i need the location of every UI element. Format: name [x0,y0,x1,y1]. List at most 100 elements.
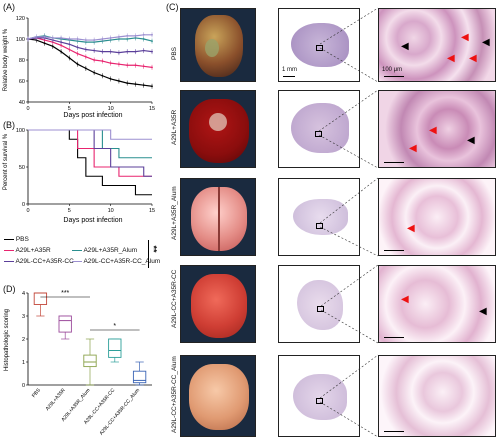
row-label-cc-alum: A29L-CC+A35R-CC_Alum [171,356,178,433]
histology-high-a29l-a35r: ◀ ◀ ◀ [378,90,496,168]
histology-high-pbs: ◀ ◀ ◀ ◀ ◀ 100 μm [378,8,496,82]
data-point [101,38,104,40]
data-point [76,46,79,49]
row-label-a29l-a35r: A29L+A35R [171,109,178,145]
y-tick-label: 50 [19,165,25,171]
data-point [109,50,112,53]
data-point [151,50,153,53]
data-point [93,71,96,74]
histology-low-a29l-a35r [278,90,360,168]
data-point [118,36,120,38]
data-point [27,38,29,40]
data-point [109,78,112,80]
y-tick-label: 0 [22,202,25,208]
data-point [60,37,62,39]
data-point [43,36,46,38]
data-point [118,80,120,82]
data-point [118,63,120,66]
panel-d-ylabel: Histopathologic scoring [4,309,10,371]
histology-low-cc [278,265,360,343]
data-point [126,64,129,67]
data-point [76,38,79,40]
scale-bar-1mm [283,76,295,77]
data-point [126,82,129,84]
series-line [27,38,153,87]
data-point [60,50,62,53]
scale-label-1mm: 1 mm [282,67,297,73]
y-tick-label: 0 [22,383,25,389]
gross-lung-cc-alum [180,355,256,437]
y-tick-label: 120 [16,16,25,22]
y-tick-label: 40 [19,100,25,106]
x-tick-label: 10 [108,106,114,112]
data-point [109,62,112,65]
histology-high-cc: ◀ ◀ [378,265,496,343]
box [83,354,97,368]
data-point [84,55,87,58]
survival-line [28,129,152,177]
y-tick-label: 80 [19,58,25,64]
data-point [68,38,71,40]
series-line [27,37,153,68]
data-point [84,67,87,70]
data-point [151,33,153,36]
survival-line [28,129,152,196]
data-point [51,45,54,48]
panel-b-label: (B) [3,120,15,130]
sig-label: * [113,323,116,330]
box [33,292,48,305]
panel-b-ylabel: Percent of survival % [3,133,9,190]
x-tick-label: 15 [149,208,155,214]
histology-low-pbs: 1 mm [278,8,360,82]
panel-c-label: (C) [166,2,179,12]
x-tick-label: 10 [108,208,114,214]
data-point [93,39,96,41]
x-tick-label: 0 [26,106,29,112]
y-tick-label: 3 [22,314,25,320]
x-tick-label: 15 [149,106,155,112]
panel-a-ylabel: Relative body weight % [3,28,9,91]
data-point [101,60,104,62]
data-point [126,38,129,40]
panel-b-xlabel: Days post infection [63,217,122,224]
zoom-box [316,45,323,51]
panel-a-xlabel: Days post infection [63,112,122,119]
data-point [142,49,145,52]
y-tick-label: 4 [22,291,25,297]
legend-item: A29L+A35R_Alum [72,247,137,254]
histology-low-cc-alum [278,355,360,437]
x-tick-label: PBS [31,387,42,399]
panel-d-label: (D) [3,284,16,294]
x-tick-label: 5 [68,106,71,112]
legend-item: A29L-CC+A35R-CC_Alum [72,258,160,265]
y-tick-label: 60 [19,79,25,85]
series-line [27,37,153,54]
data-point [142,38,145,40]
y-tick-label: 100 [16,37,25,43]
box [132,370,147,384]
data-point [93,59,96,61]
row-label-cc: A29L-CC+A35R-CC [171,269,178,328]
survival-line [28,129,152,159]
box [108,338,122,358]
data-point [151,40,153,42]
histology-high-a29l-a35r-alum: ◀ [378,178,496,256]
survival-line [28,129,152,140]
y-tick-label: 2 [22,337,25,343]
data-point [35,36,38,38]
legend-bracket [148,240,149,268]
data-point [43,42,46,45]
data-point [142,33,145,36]
data-point [51,37,54,39]
histology-low-a29l-a35r-alum [278,178,360,256]
data-point [68,43,71,46]
legend: PBS A29L+A35R A29L+A35R_Alum A29L-CC+A35… [2,236,160,274]
legend-item: PBS [4,236,29,243]
y-tick-label: 100 [16,128,25,134]
scale-label-100um: 100 μm [382,67,403,73]
gross-lung-a29l-a35r-alum [180,178,256,256]
panel-a-label: (A) [3,2,15,12]
data-point [60,41,62,44]
sig-label: *** [61,290,69,297]
